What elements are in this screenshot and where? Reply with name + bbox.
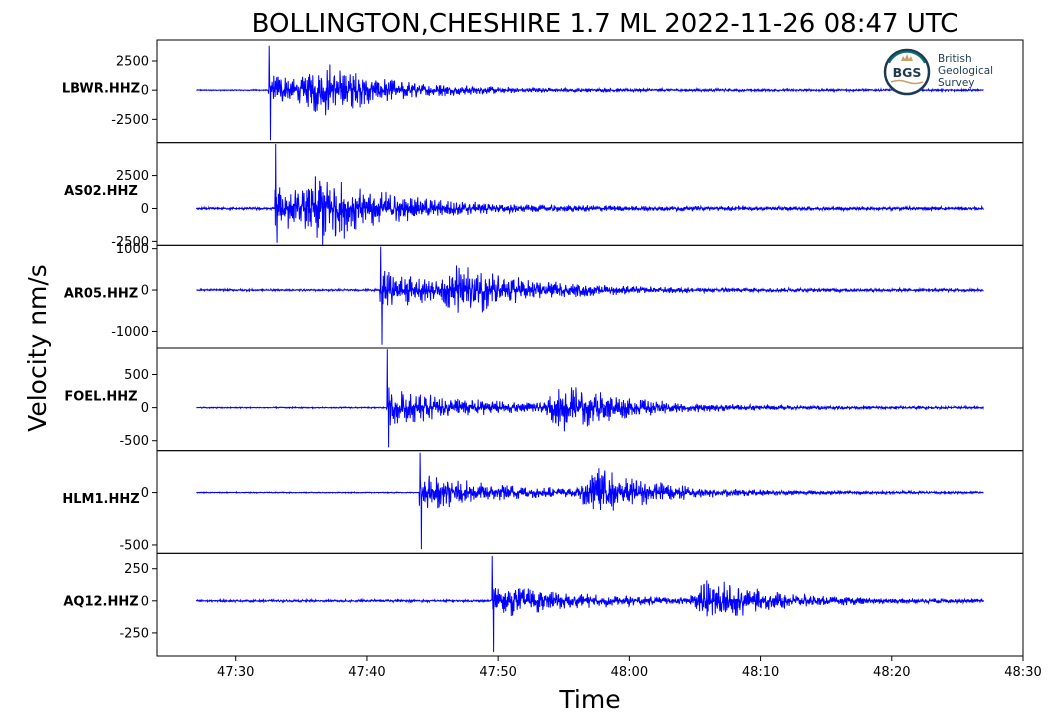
y-tick-label: 0: [141, 594, 149, 609]
station-label: AQ12.HHZ: [63, 595, 138, 610]
panel-frame: [156, 142, 1024, 246]
panel-aq12-hhz: 250 0 -250 AQ12.HHZ: [63, 552, 1024, 657]
bgs-logo: BGS British Geological Survey: [883, 48, 993, 96]
y-tick-label: -2500: [111, 235, 149, 250]
y-tick-label: -500: [119, 538, 149, 553]
x-tick-label: 48:10: [742, 665, 779, 680]
bgs-logo-arc-icon: [888, 50, 926, 64]
y-tick-label: 2500: [116, 169, 149, 184]
y-tick-label: 0: [141, 486, 149, 501]
y-tick-label: 2500: [116, 55, 149, 70]
x-tick-label: 48:20: [873, 665, 910, 680]
waveform-trace: [196, 45, 984, 141]
panel-frame: [156, 244, 1024, 349]
y-tick-label: 0: [141, 284, 149, 299]
waveform-trace: [196, 452, 984, 550]
x-axis-label: Time: [558, 685, 620, 714]
bgs-logo-line-2: Geological: [938, 65, 993, 77]
y-tick-label: 0: [141, 84, 149, 99]
panel-frame: [156, 450, 1024, 554]
waveform-trace: [196, 349, 984, 448]
y-tick-label: -1000: [111, 325, 149, 340]
bgs-logo-line-3: Survey: [938, 77, 975, 89]
station-label: AS02.HHZ: [64, 184, 138, 199]
bgs-logo-line-1: British: [938, 53, 972, 65]
bgs-logo-wave-icon: [890, 79, 924, 85]
panel-hlm1-hhz: 0 -500 HLM1.HHZ: [62, 450, 1024, 554]
station-label: LBWR.HHZ: [62, 81, 140, 96]
trace-panels: 25000-2500LBWR.HHZ25000-2500AS02.HHZ1000…: [62, 39, 1024, 657]
waveform-trace: [195, 143, 984, 246]
y-tick-label: -500: [119, 434, 149, 449]
waveform-trace: [195, 555, 984, 653]
station-label: FOEL.HHZ: [64, 389, 137, 404]
x-tick-label: 47:30: [217, 665, 254, 680]
y-tick-label: 250: [124, 562, 149, 577]
waveform-trace: [196, 246, 984, 345]
station-label: AR05.HHZ: [64, 287, 138, 302]
time-axis: 47:30 47:40 47:50 48:00 48:10 48:20 48:30: [217, 656, 1042, 680]
y-tick-label: 1000: [116, 242, 149, 257]
y-tick-label: 0: [141, 401, 149, 416]
x-tick-label: 47:50: [479, 665, 516, 680]
crown-icon: [901, 54, 913, 61]
x-tick-label: 48:00: [611, 665, 648, 680]
panel-lbwr-hhz: 2500 0 -2500 LBWR.HHZ: [62, 39, 1024, 144]
panel-ar05-hhz: 1000 0 -1000 AR05.HHZ: [64, 242, 1024, 349]
y-tick-label: -250: [119, 626, 149, 641]
panel-frame: [156, 347, 1024, 452]
chart-title: BOLLINGTON,CHESHIRE 1.7 ML 2022-11-26 08…: [252, 9, 959, 39]
y-tick-label: -2500: [111, 113, 149, 128]
x-tick-label: 47:40: [348, 665, 385, 680]
y-tick-label: 500: [124, 368, 149, 383]
bgs-logo-abbr: BGS: [893, 65, 922, 80]
panel-as02-hhz: 2500 0 -2500 AS02.HHZ: [64, 142, 1024, 250]
x-tick-label: 48:30: [1004, 665, 1041, 680]
y-axis-label: Velocity nm/s: [23, 264, 52, 432]
y-tick-label: 0: [141, 202, 149, 217]
station-label: HLM1.HHZ: [62, 492, 139, 507]
panel-frame: [156, 552, 1024, 657]
panel-foel-hhz: 500 0 -500 FOEL.HHZ: [64, 347, 1024, 452]
